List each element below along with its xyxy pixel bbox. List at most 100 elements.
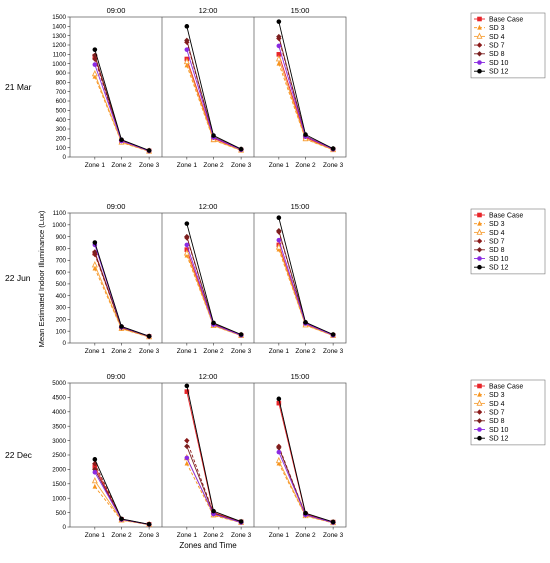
data-point: [92, 47, 98, 52]
legend-marker: [477, 435, 482, 441]
plot-frame: [69, 16, 347, 158]
legend-entry: SD 3: [489, 25, 505, 32]
y-tick-label: 600: [56, 98, 67, 105]
data-point: [92, 52, 98, 58]
x-tick-label: Zone 2: [203, 162, 224, 169]
x-tick-label: Zone 1: [177, 532, 198, 539]
x-tick-label: Zone 3: [139, 348, 160, 355]
legend-entry: Base Case: [489, 383, 523, 390]
data-point: [184, 242, 190, 248]
data-point: [184, 37, 190, 44]
data-point: [276, 237, 282, 243]
legend-entry: SD 8: [489, 418, 505, 425]
data-point: [92, 460, 98, 467]
panel-label: 21 Mar: [5, 82, 32, 92]
legend-marker: [477, 220, 482, 226]
x-tick-label: Zone 3: [323, 162, 344, 169]
data-point: [330, 146, 336, 151]
legend-entry: SD 3: [489, 392, 505, 399]
data-point: [276, 19, 282, 24]
data-point: [238, 146, 244, 152]
time-group-title: 15:00: [291, 6, 310, 15]
panel-0: 0 100 200 300 400 500 600 700 800 900 1000 1100 1200…: [5, 6, 546, 169]
data-point: [330, 332, 336, 337]
time-group-title: 12:00: [199, 202, 218, 211]
data-point: [119, 324, 124, 329]
legend-marker: [477, 212, 482, 218]
legend-marker: [477, 60, 482, 65]
data-point: [183, 57, 190, 65]
x-axis-title: Zones and Time: [179, 541, 237, 550]
legend-entry: SD 8: [489, 51, 505, 58]
x-tick-label: Zone 2: [111, 348, 132, 355]
legend-marker: [477, 68, 482, 74]
data-point: [184, 443, 190, 450]
y-tick-label: 600: [56, 269, 67, 276]
data-point: [184, 24, 190, 29]
time-group-title: 15:00: [291, 372, 310, 381]
y-tick-label: 200: [56, 317, 67, 324]
x-tick-label: Zone 3: [139, 162, 160, 169]
data-point: [303, 510, 308, 516]
data-point: [184, 389, 190, 394]
x-tick-label: Zone 2: [111, 162, 132, 169]
data-point: [276, 60, 282, 66]
time-group-title: 09:00: [107, 202, 126, 211]
data-point: [238, 519, 244, 524]
data-point: [276, 445, 282, 451]
data-point: [276, 33, 282, 40]
legend-box: [470, 12, 546, 79]
legend-marker: [477, 24, 482, 30]
data-point: [184, 383, 190, 389]
x-tick-label: Zone 2: [203, 532, 224, 539]
data-point: [184, 233, 190, 240]
y-tick-label: 1200: [52, 42, 66, 49]
data-point: [276, 400, 282, 406]
data-point: [92, 464, 98, 469]
y-tick-label: 500: [56, 510, 67, 517]
y-tick-label: 1000: [52, 61, 66, 68]
legend-marker: [477, 427, 482, 432]
time-group-title: 09:00: [107, 372, 126, 381]
data-point: [275, 55, 282, 62]
data-point: [276, 215, 282, 221]
legend-marker: [476, 247, 483, 253]
y-tick-label: 800: [56, 80, 67, 87]
legend-marker: [477, 264, 482, 270]
legend-entry: Base Case: [489, 16, 523, 23]
x-tick-label: Zone 1: [269, 532, 290, 539]
legend-marker: [476, 418, 483, 424]
y-tick-label: 4000: [52, 409, 66, 416]
data-point: [92, 62, 98, 67]
data-point: [91, 69, 98, 77]
y-axis-title: Mean Estimated Indoor Illuminance (Lux): [37, 210, 46, 347]
y-tick-label: 1500: [52, 481, 66, 488]
data-point: [146, 148, 152, 153]
data-point: [119, 516, 124, 522]
y-tick-label: 1100: [53, 210, 67, 217]
x-tick-label: Zone 3: [231, 162, 252, 169]
y-tick-label: 1000: [52, 495, 66, 502]
plot-frame: [69, 212, 347, 344]
data-point: [276, 43, 282, 49]
data-point: [275, 243, 282, 250]
legend: Base Case SD 3 SD 4 SD 7SD 8 SD 10 SD 12: [470, 379, 546, 446]
y-tick-label: 500: [56, 108, 67, 115]
legend-entry: SD 12: [489, 265, 509, 272]
data-point: [184, 221, 190, 226]
legend-entry: SD 10: [489, 60, 509, 67]
data-point: [211, 320, 216, 326]
data-point: [330, 519, 336, 525]
data-point: [146, 333, 152, 339]
data-point: [119, 137, 124, 143]
legend-entry: SD 12: [489, 69, 509, 76]
y-tick-label: 1400: [52, 24, 66, 31]
data-point: [276, 460, 282, 466]
legend-entry: SD 7: [489, 43, 505, 50]
y-tick-label: 1100: [53, 52, 67, 59]
data-point: [184, 455, 190, 461]
y-tick-label: 700: [56, 257, 67, 264]
legend-entry: SD 4: [489, 230, 505, 237]
data-point: [91, 476, 98, 484]
